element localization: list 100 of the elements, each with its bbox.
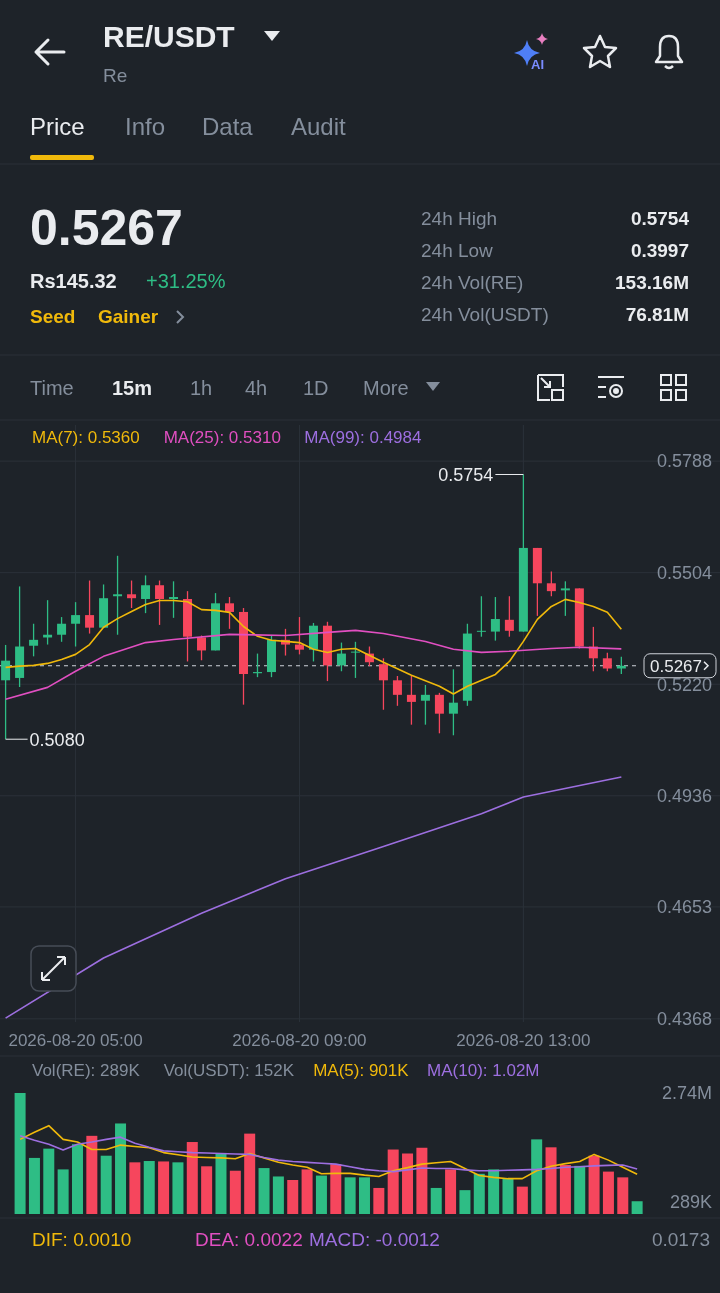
text: DIF: 0.0010 — [32, 1229, 132, 1250]
text: 0.3997 — [630, 240, 689, 261]
text: Vol(USDT): 152K — [163, 1061, 295, 1080]
bar — [100, 1155, 112, 1214]
text: DEA: 0.0022 — [195, 1229, 303, 1250]
bar — [115, 1123, 127, 1214]
bar — [502, 1178, 514, 1214]
bar — [186, 1142, 198, 1214]
y-tick-label: 0.5504 — [656, 562, 712, 583]
candlestick — [350, 641, 360, 679]
text: Re — [103, 65, 128, 86]
text: Price — [30, 113, 85, 140]
x-tick-label: 2026-08-20 09:00 — [232, 1031, 367, 1050]
candlestick — [57, 616, 67, 643]
text: Seed — [30, 306, 76, 327]
text: MACD: -0.0012 — [309, 1229, 440, 1250]
candlestick — [29, 623, 39, 657]
bar — [358, 1177, 370, 1214]
bar — [229, 1170, 241, 1214]
text: Info — [125, 113, 166, 140]
text: MA(7): 0.5360 — [32, 428, 140, 447]
y-tick-label: 0.5220 — [656, 674, 712, 695]
text: 1D — [303, 377, 329, 399]
bar — [244, 1133, 256, 1214]
bar — [488, 1169, 500, 1214]
candlestick — [197, 634, 207, 661]
bar — [287, 1180, 299, 1214]
text: MA(5): 901K — [313, 1061, 410, 1080]
bar — [315, 1175, 327, 1214]
bar — [57, 1169, 69, 1214]
text: 76.81M — [625, 304, 689, 325]
annotation: 0.5754 — [438, 464, 494, 485]
bar — [14, 1093, 26, 1214]
line-series — [4, 776, 623, 1019]
bar — [158, 1161, 170, 1214]
bar — [71, 1144, 83, 1214]
text: 0.0173 — [651, 1229, 710, 1250]
bar — [473, 1173, 485, 1214]
text: 4h — [245, 377, 268, 399]
bar — [631, 1201, 643, 1214]
bar — [258, 1168, 270, 1214]
text: 24h Vol(USDT) — [421, 304, 549, 325]
candlestick — [169, 580, 179, 619]
annotation: 0.5080 — [29, 729, 85, 750]
bar — [28, 1157, 40, 1214]
ref-line-label: 0.5267 — [650, 656, 702, 676]
bar — [617, 1177, 629, 1214]
text: Data — [202, 113, 254, 140]
line-series — [4, 629, 623, 700]
candlestick — [378, 657, 388, 711]
candlestick — [225, 596, 234, 630]
bar — [344, 1177, 356, 1214]
text: More — [363, 377, 409, 399]
bar — [172, 1162, 184, 1214]
y-tick-label: 0.4936 — [656, 786, 712, 807]
bar — [387, 1149, 399, 1214]
bar — [545, 1147, 557, 1214]
text: MA(25): 0.5310 — [163, 428, 281, 447]
candlestick — [141, 574, 151, 614]
candlestick — [155, 579, 165, 626]
text: 0.5267 — [30, 200, 183, 256]
bar — [402, 1153, 414, 1214]
bar — [215, 1153, 227, 1214]
bar — [574, 1165, 586, 1214]
y-tick-label: 0.4368 — [656, 1009, 712, 1030]
bar — [430, 1187, 442, 1214]
candlestick — [434, 692, 444, 734]
text: Gainer — [98, 306, 159, 327]
line-series — [19, 1124, 638, 1180]
text: 1h — [190, 377, 213, 399]
x-tick-label: 2026-08-20 13:00 — [456, 1031, 591, 1050]
candlestick — [85, 579, 95, 635]
bar — [301, 1169, 313, 1214]
text: 0.5754 — [630, 208, 690, 229]
text: +31.25% — [146, 270, 226, 292]
text: RE/USDT — [103, 20, 235, 53]
bar — [129, 1162, 141, 1214]
bar — [445, 1169, 457, 1214]
line-series — [19, 1135, 638, 1173]
candlestick — [476, 595, 486, 638]
candlestick — [294, 616, 304, 656]
text: 15m — [112, 377, 153, 399]
bar — [201, 1166, 213, 1214]
candlestick — [113, 555, 123, 636]
x-tick-label: 2026-08-20 05:00 — [8, 1031, 143, 1050]
y-tick-label: 2.74M — [661, 1083, 712, 1104]
text: AI — [531, 57, 544, 72]
text: Audit — [291, 113, 347, 140]
candlestick — [1, 644, 11, 740]
text: 24h Vol(RE) — [421, 272, 524, 293]
bar — [373, 1187, 385, 1214]
text: 24h Low — [421, 240, 494, 261]
candlestick — [560, 580, 570, 617]
bar — [143, 1161, 155, 1214]
bar — [43, 1148, 55, 1214]
candlestick — [406, 675, 416, 726]
bar — [86, 1135, 98, 1214]
candlestick — [127, 579, 137, 609]
y-tick-label: 0.5788 — [656, 451, 712, 472]
candlestick — [420, 684, 430, 726]
